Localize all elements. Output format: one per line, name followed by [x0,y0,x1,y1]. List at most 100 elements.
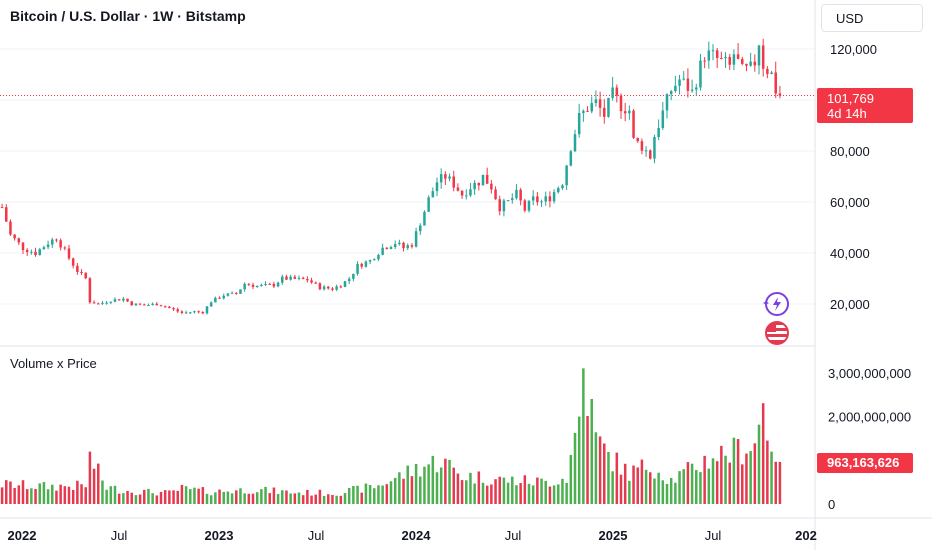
candle [201,311,205,315]
candle [134,303,138,306]
candle [235,292,238,295]
volume-bar [511,476,514,504]
candle [214,296,217,303]
volume-bar [130,492,133,504]
candle [197,310,200,314]
us-flag-icon[interactable] [764,320,790,346]
candle [55,238,58,243]
volume-bar [172,490,175,504]
candle [611,76,614,101]
volume-bar [218,489,221,504]
volume-bar [59,484,62,504]
candle [163,305,167,308]
candle [506,200,510,202]
candle [469,183,472,197]
volume-bar [17,485,21,504]
candle [699,53,702,91]
candle [603,99,606,124]
volume-bar [97,463,100,504]
volume-bar [92,468,96,504]
volume-bar [180,484,184,504]
currency-button[interactable]: USD [821,4,923,32]
candle [310,277,313,284]
volume-bar [728,462,731,504]
candle [761,38,765,77]
volume-indicator-title[interactable]: Volume x Price [10,356,97,371]
time-axis-label: 2022 [8,528,37,543]
candle [247,283,251,286]
volume-bar [226,491,230,504]
volume-bar [377,485,380,504]
candle [561,184,564,190]
candle [678,74,681,95]
volume-bar [51,484,54,504]
volume-bar [247,493,251,504]
volume-bar [163,490,167,504]
candle [276,281,280,288]
candle [452,170,455,192]
volume-bar [209,495,213,504]
time-axis-label: 2024 [402,528,432,543]
volume-bar [55,490,58,504]
time-axis-label: Jul [505,528,522,543]
candle [552,189,556,204]
candle [690,79,694,93]
candle [414,227,418,248]
volume-bar [561,478,564,504]
volume-bar [582,368,585,504]
volume-bar [230,493,234,504]
candle [189,312,192,315]
volume-bar [9,481,12,504]
volume-bar [251,493,255,504]
candle [531,190,535,206]
candle [59,238,62,251]
volume-bar [301,495,305,504]
volume-bar [76,480,79,504]
candle [623,102,627,122]
candle [594,90,598,107]
volume-bar [544,480,547,504]
candle [435,177,439,197]
volume-bar [310,495,313,504]
volume-bar [619,474,623,504]
candle [770,70,773,75]
last-price-value: 101,769 [827,91,874,106]
candle [644,146,648,157]
volume-bar [523,475,527,504]
candle [557,186,560,194]
time-axis-label: 2025 [599,528,628,543]
volume-bar [749,451,752,504]
candle [439,168,443,189]
candle [67,244,71,261]
volume-bar [615,452,619,504]
volume-bar [373,488,376,504]
candle [398,239,401,246]
volume-bar [607,452,610,504]
volume-bar [770,451,773,504]
volume-bar [38,483,41,504]
candle [0,203,4,209]
volume-bar [460,480,464,504]
volume-bar [393,477,397,504]
volume-bar [469,472,472,504]
volume-bar [222,491,225,504]
volume-bar [352,485,355,504]
volume-bar [25,489,29,504]
candle [38,247,41,256]
candle [226,293,230,297]
candle [159,304,163,307]
volume-bar [536,477,539,504]
lightning-icon[interactable] [763,291,789,317]
candle [230,291,234,294]
volume-bar [368,485,372,504]
volume-bar [678,471,681,504]
candle [640,138,644,155]
volume-bar [690,463,694,504]
candle [368,259,372,265]
candle [649,149,652,160]
candle [17,237,21,246]
candle [109,301,113,305]
candle [736,43,740,60]
